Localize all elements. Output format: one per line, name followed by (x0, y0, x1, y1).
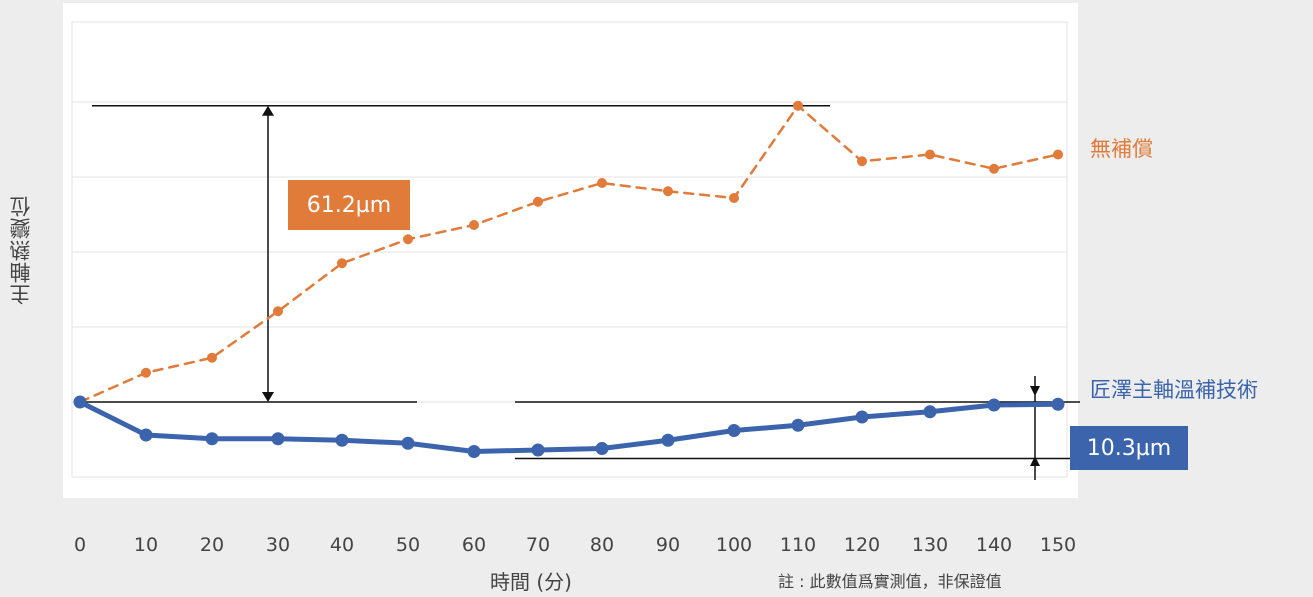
data-point-compensated (531, 443, 545, 457)
x-tick-label: 70 (526, 534, 550, 556)
series-line-compensated (77, 399, 1061, 454)
plot-background (63, 3, 1078, 498)
data-point-uncompensated (793, 100, 803, 111)
data-point-compensated (595, 442, 609, 455)
data-point-uncompensated (729, 193, 739, 203)
x-tick-label: 60 (462, 534, 486, 556)
x-tick-label: 80 (590, 534, 614, 556)
x-tick-label: 140 (976, 534, 1012, 556)
data-point-compensated (467, 445, 481, 458)
data-point-uncompensated (597, 178, 607, 188)
x-tick-label: 40 (330, 534, 354, 556)
x-tick-label: 130 (912, 534, 948, 556)
x-tick-label: 110 (780, 534, 816, 556)
data-point-compensated (855, 410, 869, 424)
data-point-compensated (661, 433, 675, 447)
data-point-compensated (335, 433, 349, 447)
data-point-compensated (205, 432, 219, 446)
y-axis-title: 主軸熱變位 (9, 195, 33, 305)
comp-arrow-head-down (1030, 386, 1040, 396)
footnote: 註 : 此數值爲實測值，非保證值 (778, 572, 1002, 591)
data-point-uncompensated (925, 149, 935, 160)
data-point-compensated (791, 418, 805, 432)
series-label-compensated: 匠澤主軸溫補技術 (1090, 378, 1258, 402)
data-point-compensated (1051, 397, 1065, 411)
callout-compensated-range: 10.3µm (1070, 426, 1188, 470)
callout-uncompensated-range: 61.2µm (288, 180, 410, 230)
data-point-compensated (727, 424, 741, 437)
range-arrow-head-up (262, 105, 274, 116)
data-point-uncompensated (857, 156, 867, 167)
data-point-uncompensated (469, 220, 479, 230)
range-arrow-head-down (262, 392, 274, 402)
x-tick-label: 10 (134, 534, 158, 556)
data-point-compensated (987, 398, 1001, 412)
data-point-uncompensated (989, 163, 999, 174)
data-point-compensated (73, 395, 87, 409)
data-point-uncompensated (1053, 149, 1063, 160)
data-point-compensated (139, 428, 153, 442)
x-tick-label: 120 (844, 534, 880, 556)
comp-arrow-head-up (1030, 456, 1040, 466)
x-tick-label: 90 (656, 534, 680, 556)
series-line-uncompensated (78, 104, 1060, 404)
x-tick-label: 20 (200, 534, 224, 556)
x-axis-title: 時間 (分) (490, 570, 572, 594)
x-tick-label: 150 (1040, 534, 1076, 556)
x-tick-label: 0 (74, 534, 86, 556)
data-point-uncompensated (337, 258, 347, 269)
data-point-compensated (271, 432, 285, 446)
data-point-uncompensated (273, 306, 283, 317)
data-point-uncompensated (141, 367, 151, 378)
data-point-uncompensated (207, 352, 217, 363)
data-point-uncompensated (403, 234, 413, 245)
x-tick-label: 50 (396, 534, 420, 556)
data-point-uncompensated (663, 186, 673, 197)
data-point-compensated (401, 436, 415, 450)
data-point-uncompensated (533, 196, 543, 207)
x-tick-label: 30 (266, 534, 290, 556)
data-point-compensated (923, 405, 937, 419)
x-tick-label: 100 (716, 534, 752, 556)
series-label-uncompensated: 無補償 (1090, 137, 1153, 161)
